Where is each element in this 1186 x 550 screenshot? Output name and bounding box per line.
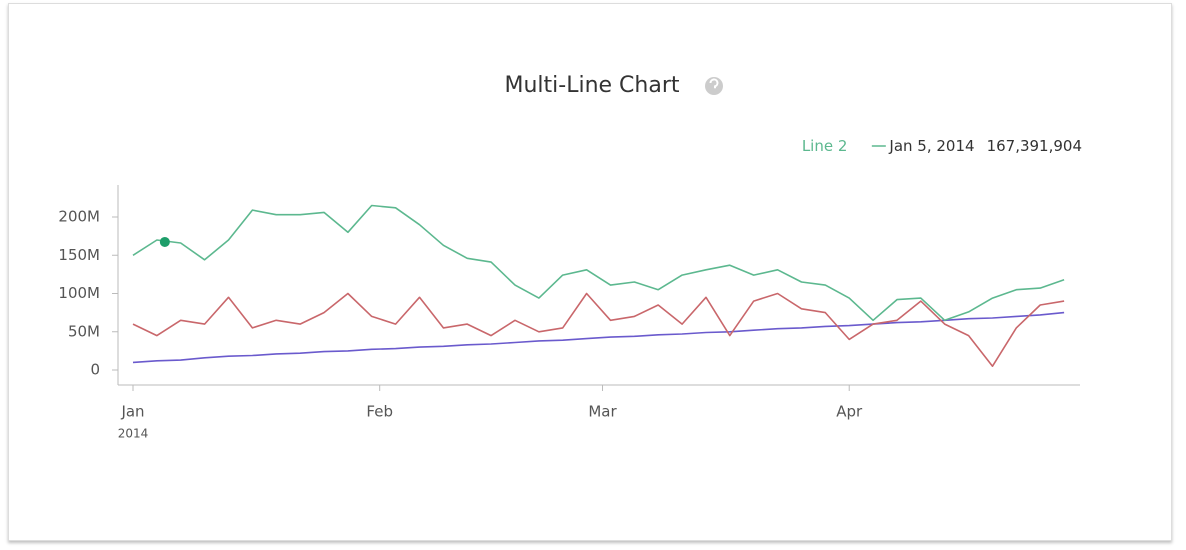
series-line <box>132 311 1065 364</box>
y-tick-label: 200M <box>58 208 100 226</box>
y-tick-label: 0 <box>90 361 100 379</box>
tooltip-point <box>159 236 170 247</box>
tooltip: Line 2 Jan 5, 2014 167,391,904 <box>802 137 1082 155</box>
y-tick-label: 150M <box>58 246 100 264</box>
help-icon[interactable] <box>705 77 723 95</box>
y-tick-label: 50M <box>68 322 100 340</box>
series-line <box>132 292 1065 367</box>
help-icon-glyph[interactable] <box>709 78 719 89</box>
x-tick-label: Apr <box>836 403 863 421</box>
x-tick-label: Mar <box>588 403 617 421</box>
tooltip-value: 167,391,904 <box>987 137 1082 155</box>
series-line <box>132 204 1065 322</box>
tooltip-series-name: Line 2 <box>802 137 848 155</box>
x-year-label: 2014 <box>118 427 149 441</box>
x-tick-label: Feb <box>366 403 393 421</box>
x-tick-label: Jan <box>120 403 144 421</box>
y-tick-label: 100M <box>58 284 100 302</box>
chart-title: Multi-Line Chart <box>504 73 679 98</box>
tooltip-date: Jan 5, 2014 <box>888 137 974 155</box>
tooltip-text: Line 2 Jan 5, 2014 167,391,904 <box>802 137 1082 155</box>
